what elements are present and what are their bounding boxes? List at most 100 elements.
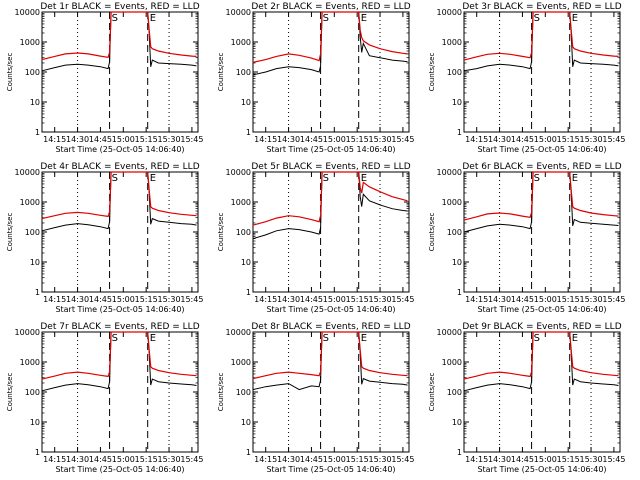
y-tick-label: 10 xyxy=(30,258,40,267)
x-axis-label: Start Time (25-Oct-05 14:06:40) xyxy=(477,465,606,474)
detector-panel: Det 5r BLACK = Events, RED = LLD 1 10 100 10… xyxy=(217,162,414,314)
x-tick-label: 14:45 xyxy=(300,295,323,304)
start-label: S xyxy=(534,13,540,24)
end-label: E xyxy=(572,173,578,184)
y-tick-label: 1 xyxy=(35,448,40,457)
y-tick-label: 10 xyxy=(241,418,251,427)
y-axis-label: Counts/sec xyxy=(6,53,14,92)
y-tick-label: 10 xyxy=(30,98,40,107)
x-tick-label: 15:30 xyxy=(158,135,181,144)
x-tick-label: 15:30 xyxy=(580,455,603,464)
x-axis-label: Start Time (25-Oct-05 14:06:40) xyxy=(266,465,395,474)
x-axis-label: Start Time (25-Oct-05 14:06:40) xyxy=(477,145,606,154)
detector-panel: Det 4r BLACK = Events, RED = LLD 1 10 100 10… xyxy=(6,162,203,314)
panel-title: Det 6r BLACK = Events, RED = LLD xyxy=(462,162,621,172)
lld-series-line xyxy=(252,171,408,226)
x-tick-label: 15:15 xyxy=(346,455,369,464)
start-label: S xyxy=(323,13,329,24)
x-axis-label: Start Time (25-Oct-05 14:06:40) xyxy=(477,305,606,314)
x-tick-label: 15:30 xyxy=(369,455,392,464)
plot-frame xyxy=(41,11,199,133)
lld-series-line xyxy=(463,171,619,221)
x-tick-label: 15:30 xyxy=(369,295,392,304)
lld-series-line xyxy=(463,11,619,61)
plot-frame xyxy=(463,171,621,293)
x-tick-label: 14:45 xyxy=(300,135,323,144)
end-label: E xyxy=(361,13,367,24)
y-tick-label: 1 xyxy=(35,288,40,297)
x-tick-label: 14:45 xyxy=(89,295,112,304)
x-tick-label: 14:15 xyxy=(43,455,66,464)
x-axis-label: Start Time (25-Oct-05 14:06:40) xyxy=(55,145,184,154)
lld-series-line xyxy=(41,11,197,61)
y-tick-label: 10 xyxy=(30,418,40,427)
y-tick-label: 100 xyxy=(447,388,462,397)
x-tick-label: 15:00 xyxy=(534,135,557,144)
x-tick-label: 15:00 xyxy=(323,135,346,144)
x-axis-label: Start Time (25-Oct-05 14:06:40) xyxy=(266,305,395,314)
panel-title: Det 4r BLACK = Events, RED = LLD xyxy=(40,162,199,172)
x-tick-label: 15:00 xyxy=(534,455,557,464)
x-tick-label: 14:45 xyxy=(89,135,112,144)
x-tick-label: 15:15 xyxy=(557,455,580,464)
x-tick-label: 15:00 xyxy=(323,455,346,464)
start-label: S xyxy=(534,173,540,184)
detector-panel: Det 1r BLACK = Events, RED = LLD 1 10 100 10… xyxy=(6,2,203,154)
x-tick-label: 14:45 xyxy=(300,455,323,464)
x-tick-label: 15:00 xyxy=(534,295,557,304)
y-axis-label: Counts/sec xyxy=(428,373,436,412)
y-tick-label: 10 xyxy=(452,98,462,107)
x-tick-label: 15:30 xyxy=(158,455,181,464)
x-tick-label: 14:15 xyxy=(254,295,277,304)
events-series-line xyxy=(252,331,408,391)
lld-series-line xyxy=(252,331,408,380)
x-tick-label: 14:15 xyxy=(465,455,488,464)
y-tick-label: 1000 xyxy=(231,198,251,207)
x-tick-label: 15:45 xyxy=(602,455,625,464)
y-tick-label: 10000 xyxy=(437,328,462,337)
y-tick-label: 10 xyxy=(241,258,251,267)
lld-series-line xyxy=(41,331,197,380)
panel-title: Det 8r BLACK = Events, RED = LLD xyxy=(251,322,410,332)
end-label: E xyxy=(150,173,156,184)
x-tick-label: 15:00 xyxy=(112,295,135,304)
detector-panel: Det 2r BLACK = Events, RED = LLD 1 10 100 10… xyxy=(217,2,414,154)
x-tick-label: 15:30 xyxy=(580,135,603,144)
x-tick-label: 15:45 xyxy=(602,295,625,304)
panel-title: Det 5r BLACK = Events, RED = LLD xyxy=(251,162,410,172)
y-axis-label: Counts/sec xyxy=(6,213,14,252)
detector-panel: Det 8r BLACK = Events, RED = LLD 1 10 100 10… xyxy=(217,322,414,474)
y-tick-label: 100 xyxy=(447,228,462,237)
detector-panel: Det 3r BLACK = Events, RED = LLD 1 10 100 10… xyxy=(428,2,625,154)
x-tick-label: 14:45 xyxy=(89,455,112,464)
y-axis-label: Counts/sec xyxy=(217,373,225,412)
y-tick-label: 10000 xyxy=(437,8,462,17)
y-tick-label: 100 xyxy=(236,228,251,237)
x-tick-label: 15:00 xyxy=(112,455,135,464)
plot-frame xyxy=(463,11,621,133)
y-axis-label: Counts/sec xyxy=(217,213,225,252)
plot-frame xyxy=(41,171,199,293)
events-series-line xyxy=(252,11,408,76)
x-tick-label: 14:15 xyxy=(43,135,66,144)
y-tick-label: 1000 xyxy=(442,198,462,207)
end-label: E xyxy=(361,333,367,344)
plot-frame xyxy=(463,331,621,453)
x-tick-label: 14:30 xyxy=(488,295,511,304)
y-tick-label: 1 xyxy=(457,288,462,297)
events-series-line xyxy=(41,171,197,232)
detector-panel: Det 7r BLACK = Events, RED = LLD 1 10 100 10… xyxy=(6,322,203,474)
y-tick-label: 1 xyxy=(246,448,251,457)
y-axis-label: Counts/sec xyxy=(6,373,14,412)
y-tick-label: 100 xyxy=(25,68,40,77)
x-tick-label: 14:30 xyxy=(66,295,89,304)
x-tick-label: 15:45 xyxy=(602,135,625,144)
start-label: S xyxy=(112,173,118,184)
y-tick-label: 10000 xyxy=(15,168,40,177)
y-tick-label: 1 xyxy=(246,128,251,137)
y-tick-label: 1000 xyxy=(231,38,251,47)
x-tick-label: 15:00 xyxy=(112,135,135,144)
x-tick-label: 15:45 xyxy=(180,295,203,304)
x-tick-label: 14:30 xyxy=(66,455,89,464)
